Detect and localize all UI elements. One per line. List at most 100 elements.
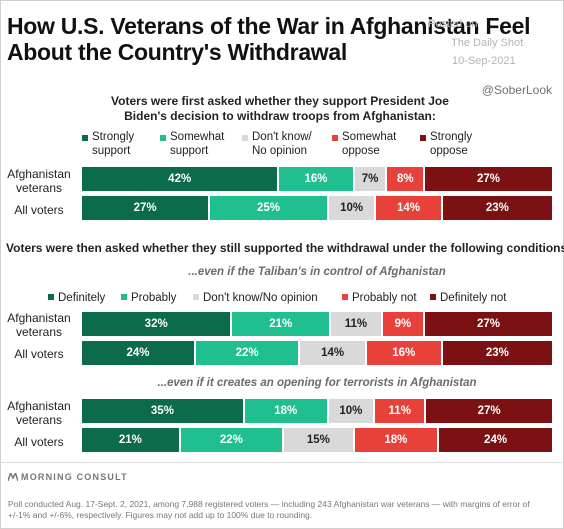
legend-label: No opinion — [252, 145, 307, 157]
data-label: 27% — [133, 202, 157, 214]
data-label: 23% — [485, 202, 509, 214]
legend-label: Somewhat — [170, 131, 225, 143]
data-label: 27% — [476, 318, 501, 330]
legend2-item: Don't know/No opinion — [193, 291, 318, 305]
bar-segment: 16% — [279, 167, 355, 191]
bar-segment: 22% — [195, 341, 301, 365]
stacked-bar-row: 35% 18% 10% 11% 27% — [82, 399, 552, 423]
bar-segment: 16% — [366, 341, 443, 365]
legend1-item: Somewhat oppose — [332, 130, 396, 158]
data-label: 27% — [476, 173, 501, 185]
data-label: 18% — [274, 405, 298, 417]
bar-segment: 7% — [354, 167, 388, 191]
legend-label: Don't know/No opinion — [203, 292, 318, 304]
legend-label: Somewhat — [342, 131, 397, 143]
section1-question: Voters were first asked whether they sup… — [111, 94, 449, 123]
legend-swatch — [160, 135, 166, 141]
stacked-bar-row: 32% 21% 11% 9% 27% — [82, 312, 552, 336]
legend-swatch — [342, 294, 348, 300]
data-label: 11% — [344, 318, 368, 330]
bar-segment: 22% — [180, 428, 285, 452]
data-label: 16% — [304, 173, 328, 185]
data-label: 25% — [256, 202, 281, 214]
legend-swatch — [430, 294, 436, 300]
bar-segment: 15% — [284, 428, 355, 452]
legend2-item: Definitely — [48, 291, 105, 305]
bar-segment: 27% — [82, 196, 211, 220]
bar-segment: 14% — [376, 196, 443, 220]
legend-label: Probably not — [352, 292, 417, 304]
data-label: 18% — [384, 434, 408, 446]
legend2-item: Probably not — [342, 291, 417, 305]
data-label: 24% — [484, 434, 508, 446]
data-label: 24% — [126, 347, 150, 359]
stacked-bar-row: 27% 25% 10% 14% 23% — [82, 196, 552, 220]
bar-segment: 23% — [442, 341, 552, 365]
legend-label: Probably — [131, 292, 177, 304]
bar-segment: 8% — [387, 167, 426, 191]
bar-segment: 11% — [331, 312, 383, 336]
watermark-handle: @SoberLook — [481, 83, 552, 97]
data-label: 15% — [306, 434, 330, 446]
data-label: 8% — [396, 173, 414, 185]
bar-segment: 10% — [328, 399, 376, 423]
divider — [0, 462, 564, 463]
stacked-bar-row: 42% 16% 7% 8% 27% — [82, 167, 552, 191]
legend-label: Strongly — [430, 131, 473, 143]
data-label: 10% — [340, 202, 364, 214]
data-label: 21% — [118, 434, 142, 446]
legend1-item: Strongly oppose — [420, 130, 472, 158]
data-label: 21% — [269, 318, 293, 330]
stacked-bar-row: 24% 22% 14% 16% 23% — [82, 341, 552, 365]
data-label: 9% — [394, 318, 412, 330]
legend-label: support — [170, 145, 209, 157]
bar-segment: 18% — [354, 428, 440, 452]
data-label: 10% — [339, 405, 363, 417]
legend-label: oppose — [342, 145, 380, 157]
legend-swatch — [48, 294, 54, 300]
legend-label: oppose — [430, 145, 468, 157]
bar-segment: 27% — [425, 167, 552, 191]
chart-title: How U.S. Veterans of the War in Afghanis… — [7, 13, 531, 65]
legend-label: Definitely — [58, 292, 106, 304]
legend-label: Strongly — [92, 131, 135, 143]
bar-segment: 9% — [382, 312, 426, 336]
watermark-source: The Daily Shot — [451, 37, 524, 49]
data-label: 11% — [388, 405, 411, 417]
row-label-veterans-1: Afghanistan veterans — [7, 167, 71, 195]
legend2-item: Definitely not — [430, 291, 506, 305]
legend-swatch — [82, 135, 88, 141]
bar-segment: 32% — [82, 312, 233, 336]
legend-swatch — [332, 135, 338, 141]
legend-swatch — [121, 294, 127, 300]
row-label-veterans-3: Afghanistan veterans — [7, 399, 71, 427]
bar-segment: 21% — [232, 312, 332, 336]
data-label: 22% — [219, 434, 243, 446]
bar-segment: 14% — [300, 341, 367, 365]
bar-segment: 27% — [425, 312, 552, 336]
bar-segment: 18% — [244, 399, 329, 423]
data-label: 16% — [392, 347, 416, 359]
bar-segment: 35% — [82, 399, 245, 423]
legend-label: support — [92, 145, 131, 157]
data-label: 14% — [321, 347, 345, 359]
brand-logo: MORNING CONSULT — [7, 471, 128, 482]
bar-segment: 11% — [375, 399, 427, 423]
footnote: Poll conducted Aug. 17-Sept. 2, 2021, am… — [8, 499, 530, 520]
bar-segment: 25% — [210, 196, 329, 220]
data-label: 42% — [168, 173, 192, 185]
legend1-item: Don't know/No opinion — [242, 130, 312, 158]
bar-segment: 27% — [426, 399, 552, 423]
bar-segment: 24% — [439, 428, 552, 452]
row-label-all-voters-1: All voters — [14, 203, 64, 217]
data-label: 7% — [361, 173, 379, 185]
row-label-all-voters-3: All voters — [14, 435, 64, 449]
bar-segment: 24% — [82, 341, 196, 365]
data-label: 35% — [150, 405, 174, 417]
bar-segment: 10% — [328, 196, 377, 220]
legend-swatch — [420, 135, 426, 141]
watermark-posted-on: Posted on — [428, 18, 478, 30]
legend2-item: Probably — [121, 291, 176, 305]
watermark-date: 10-Sep-2021 — [452, 55, 516, 67]
legend-label: Don't know/ — [252, 131, 312, 143]
